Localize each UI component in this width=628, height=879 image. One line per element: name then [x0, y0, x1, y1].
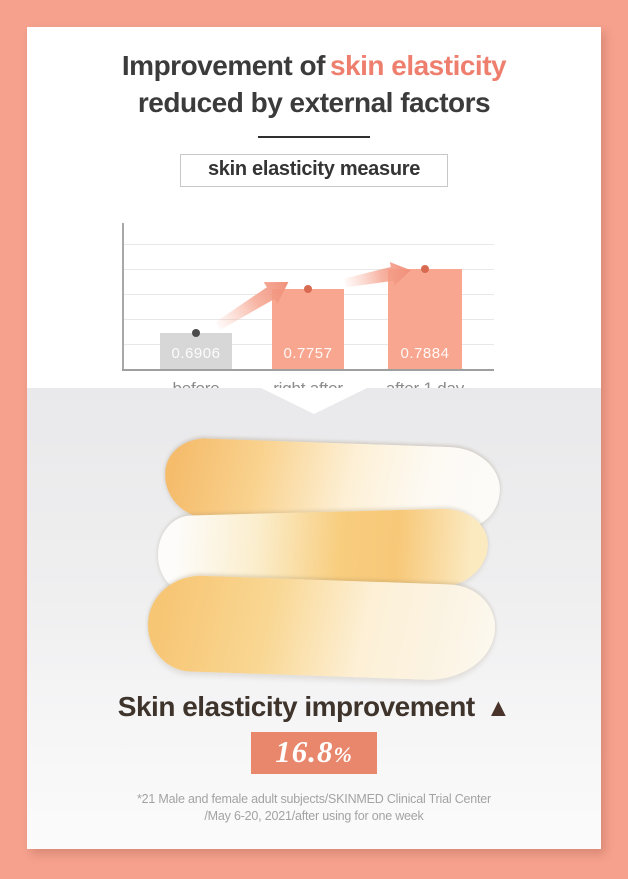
trend-arrow-2	[344, 262, 411, 288]
percent-badge: 16.8%	[251, 732, 377, 774]
cream-swatch-bottom	[146, 573, 497, 683]
y-axis	[122, 223, 124, 371]
bar-after-1-day: 0.7884	[388, 269, 462, 369]
chart-section: Improvement of skin elasticity reduced by…	[27, 27, 601, 398]
measure-label-box: skin elasticity measure	[179, 154, 449, 187]
up-triangle-icon: ▲	[485, 694, 511, 722]
title-highlight: skin elasticity	[329, 50, 507, 81]
percent-value: 16.8	[275, 734, 334, 769]
measure-label: skin elasticity measure	[207, 158, 421, 180]
bar-right-after: 0.7757	[272, 289, 344, 369]
x-axis	[122, 369, 494, 371]
texture-photo-section: Skin elasticity improvement ▲ 16.8% *21 …	[27, 388, 601, 849]
title-prefix: Improvement of	[121, 50, 326, 81]
result-headline: Skin elasticity improvement ▲	[27, 691, 601, 723]
trend-arrows	[215, 262, 411, 330]
bar-value-after-1-day: 0.7884	[400, 345, 450, 362]
result-headline-text: Skin elasticity improvement	[117, 691, 475, 722]
content-card: Improvement of skin elasticity reduced by…	[27, 27, 601, 849]
footnote: *21 Male and female adult subjects/SKINM…	[27, 791, 601, 825]
bar-before: 0.6906	[160, 333, 232, 369]
trend-arrow-1	[215, 282, 289, 330]
data-point-before	[192, 329, 200, 337]
title-divider	[258, 136, 370, 138]
down-triangle-notch	[261, 388, 367, 414]
title-line2: reduced by external factors	[137, 87, 491, 118]
footnote-line2: /May 6-20, 2021/after using for one week	[204, 809, 424, 823]
page-title: Improvement of skin elasticity reduced by…	[27, 47, 601, 121]
gridline	[122, 269, 494, 270]
result-block: Skin elasticity improvement ▲ 16.8% *21 …	[27, 691, 601, 825]
bar-value-right-after: 0.7757	[283, 345, 333, 362]
bar-chart: 0.6906 0.7757 0.7884	[27, 191, 601, 398]
data-point-right-after	[304, 285, 312, 293]
gridline	[122, 244, 494, 245]
percent-sign: %	[333, 742, 353, 767]
footnote-line1: *21 Male and female adult subjects/SKINM…	[136, 792, 492, 806]
bar-value-before: 0.6906	[171, 345, 221, 362]
data-point-after-1-day	[421, 265, 429, 273]
